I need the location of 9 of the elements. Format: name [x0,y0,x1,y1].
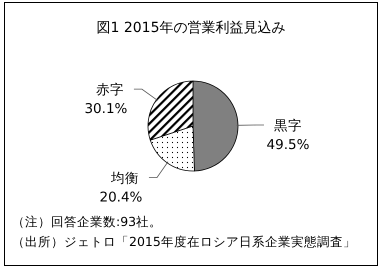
data-label: 49.5% [266,137,310,154]
slice-label: 黒字 [274,118,302,134]
data-label: 30.1% [84,101,128,118]
slice-label: 均衡 [110,170,139,187]
slice-label: 赤字 [96,82,124,98]
chart-title: 図1 2015年の営業利益見込み [96,20,286,36]
text: （出所）ジェトロ「2015年度在ロシア日系企業実態調査」 [12,234,356,249]
text: （注）回答企業数:93社。 [12,214,162,229]
data-label: 20.4% [99,190,143,206]
